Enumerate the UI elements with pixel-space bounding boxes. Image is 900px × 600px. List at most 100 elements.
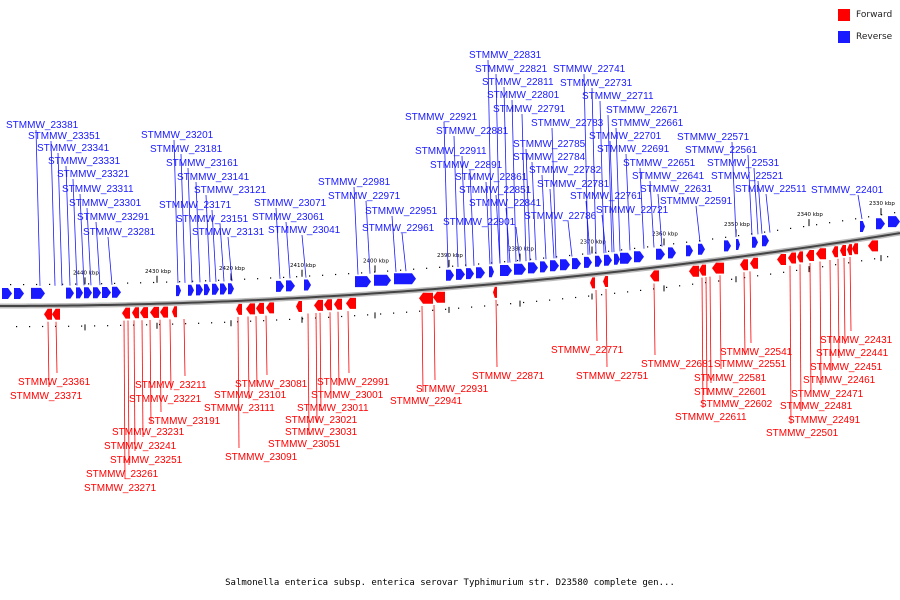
forward-gene-label[interactable]: STMMW_23051 xyxy=(268,439,341,450)
forward-gene-feature[interactable] xyxy=(797,251,803,263)
forward-gene-feature[interactable] xyxy=(324,299,332,311)
reverse-gene-label[interactable]: STMMW_22951 xyxy=(365,206,438,217)
forward-gene-feature[interactable] xyxy=(132,307,139,319)
reverse-gene-label[interactable]: STMMW_23151 xyxy=(176,214,249,225)
forward-gene-label[interactable]: STMMW_22681 xyxy=(641,359,714,370)
reverse-gene-label[interactable]: STMMW_22783 xyxy=(531,118,604,129)
reverse-gene-label[interactable]: STMMW_22831 xyxy=(469,50,542,61)
forward-gene-feature[interactable] xyxy=(266,302,274,314)
forward-gene-feature[interactable] xyxy=(52,308,60,320)
reverse-gene-feature[interactable] xyxy=(31,287,45,299)
forward-gene-feature[interactable] xyxy=(236,303,242,315)
reverse-gene-feature[interactable] xyxy=(752,236,758,248)
forward-gene-label[interactable]: STMMW_23271 xyxy=(84,483,157,494)
reverse-gene-label[interactable]: STMMW_22785 xyxy=(513,139,586,150)
reverse-gene-label[interactable]: STMMW_22691 xyxy=(597,144,670,155)
forward-gene-feature[interactable] xyxy=(603,276,608,287)
forward-gene-label[interactable]: STMMW_22471 xyxy=(791,389,864,400)
reverse-gene-label[interactable]: STMMW_22891 xyxy=(430,160,503,171)
forward-gene-feature[interactable] xyxy=(868,240,878,252)
forward-gene-label[interactable]: STMMW_22771 xyxy=(551,345,624,356)
reverse-gene-label[interactable]: STMMW_23171 xyxy=(159,200,232,211)
forward-gene-label[interactable]: STMMW_22441 xyxy=(816,348,889,359)
reverse-gene-label[interactable]: STMMW_22911 xyxy=(415,146,487,157)
reverse-gene-feature[interactable] xyxy=(500,265,512,276)
reverse-gene-label[interactable]: STMMW_22671 xyxy=(606,105,679,116)
forward-gene-label[interactable]: STMMW_22991 xyxy=(317,377,390,388)
reverse-gene-label[interactable]: STMMW_22521 xyxy=(711,171,784,182)
reverse-gene-label[interactable]: STMMW_22782 xyxy=(529,165,602,176)
forward-gene-feature[interactable] xyxy=(852,243,858,255)
reverse-gene-feature[interactable] xyxy=(304,279,311,291)
forward-gene-label[interactable]: STMMW_22461 xyxy=(803,375,876,386)
reverse-gene-label[interactable]: STMMW_22401 xyxy=(811,185,884,196)
reverse-gene-feature[interactable] xyxy=(84,287,92,299)
reverse-gene-feature[interactable] xyxy=(620,252,632,264)
reverse-gene-feature[interactable] xyxy=(724,240,731,252)
forward-gene-feature[interactable] xyxy=(590,277,595,289)
reverse-gene-feature[interactable] xyxy=(528,262,538,274)
reverse-gene-feature[interactable] xyxy=(102,287,111,298)
forward-gene-feature[interactable] xyxy=(314,299,323,311)
reverse-gene-label[interactable]: STMMW_22801 xyxy=(487,90,560,101)
forward-gene-label[interactable]: STMMW_22481 xyxy=(780,401,853,412)
reverse-gene-label[interactable]: STMMW_22981 xyxy=(318,177,391,188)
reverse-gene-label[interactable]: STMMW_22741 xyxy=(553,64,626,75)
reverse-gene-label[interactable]: STMMW_22641 xyxy=(632,171,705,182)
forward-gene-label[interactable]: STMMW_23021 xyxy=(285,415,358,426)
forward-gene-label[interactable]: STMMW_22611 xyxy=(675,412,747,423)
forward-gene-label[interactable]: STMMW_23241 xyxy=(104,441,177,452)
forward-gene-label[interactable]: STMMW_22931 xyxy=(416,384,489,395)
forward-gene-feature[interactable] xyxy=(788,252,796,264)
forward-gene-label[interactable]: STMMW_22541 xyxy=(720,347,793,358)
forward-gene-label[interactable]: STMMW_22501 xyxy=(766,428,839,439)
reverse-gene-feature[interactable] xyxy=(560,259,570,271)
forward-gene-label[interactable]: STMMW_23101 xyxy=(214,390,287,401)
reverse-gene-label[interactable]: STMMW_22921 xyxy=(405,112,478,123)
reverse-gene-feature[interactable] xyxy=(196,284,203,296)
reverse-gene-label[interactable]: STMMW_22721 xyxy=(596,205,669,216)
forward-gene-feature[interactable] xyxy=(256,302,264,314)
forward-gene-feature[interactable] xyxy=(777,254,786,265)
forward-gene-label[interactable]: STMMW_22491 xyxy=(788,415,861,426)
forward-gene-label[interactable]: STMMW_23211 xyxy=(135,380,207,391)
reverse-gene-label[interactable]: STMMW_23161 xyxy=(166,158,239,169)
reverse-gene-label[interactable]: STMMW_22881 xyxy=(436,126,509,137)
forward-gene-feature[interactable] xyxy=(122,307,130,319)
forward-gene-feature[interactable] xyxy=(750,257,758,269)
reverse-gene-feature[interactable] xyxy=(2,288,12,299)
forward-gene-label[interactable]: STMMW_22551 xyxy=(714,359,787,370)
reverse-gene-feature[interactable] xyxy=(668,247,676,259)
reverse-gene-label[interactable]: STMMW_23291 xyxy=(77,212,150,223)
forward-gene-label[interactable]: STMMW_23091 xyxy=(225,452,298,463)
reverse-gene-feature[interactable] xyxy=(876,218,885,230)
forward-gene-label[interactable]: STMMW_23031 xyxy=(285,427,358,438)
reverse-gene-label[interactable]: STMMW_22786 xyxy=(524,211,597,222)
forward-gene-label[interactable]: STMMW_23081 xyxy=(235,379,308,390)
reverse-gene-label[interactable]: STMMW_22731 xyxy=(560,78,633,89)
forward-gene-feature[interactable] xyxy=(346,297,356,309)
reverse-gene-feature[interactable] xyxy=(374,274,391,286)
forward-gene-feature[interactable] xyxy=(740,259,748,271)
forward-gene-label[interactable]: STMMW_23251 xyxy=(110,455,183,466)
forward-gene-label[interactable]: STMMW_23011 xyxy=(297,403,369,414)
reverse-gene-label[interactable]: STMMW_22651 xyxy=(623,158,696,169)
reverse-gene-feature[interactable] xyxy=(514,263,526,275)
reverse-gene-feature[interactable] xyxy=(76,287,83,299)
reverse-gene-label[interactable]: STMMW_23311 xyxy=(62,184,134,195)
reverse-gene-label[interactable]: STMMW_22901 xyxy=(443,217,516,228)
reverse-gene-feature[interactable] xyxy=(476,267,485,279)
reverse-gene-label[interactable]: STMMW_22821 xyxy=(475,64,548,75)
reverse-gene-feature[interactable] xyxy=(572,258,581,270)
reverse-gene-label[interactable]: STMMW_22701 xyxy=(589,131,662,142)
forward-gene-label[interactable]: STMMW_23221 xyxy=(129,394,202,405)
forward-gene-label[interactable]: STMMW_23001 xyxy=(311,390,384,401)
reverse-gene-feature[interactable] xyxy=(228,283,234,295)
forward-gene-feature[interactable] xyxy=(44,308,52,320)
reverse-gene-label[interactable]: STMMW_22561 xyxy=(685,145,758,156)
reverse-gene-label[interactable]: STMMW_22711 xyxy=(582,91,654,102)
reverse-gene-feature[interactable] xyxy=(595,255,602,267)
forward-gene-feature[interactable] xyxy=(140,307,148,319)
reverse-gene-label[interactable]: STMMW_22784 xyxy=(513,152,586,163)
forward-gene-feature[interactable] xyxy=(806,250,814,261)
